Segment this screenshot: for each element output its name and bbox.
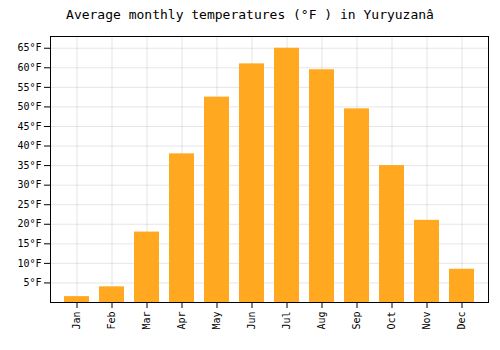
svg-text:65°F: 65°F bbox=[17, 42, 41, 53]
svg-text:45°F: 45°F bbox=[17, 121, 41, 132]
html-text:Average monthly temperatures (: Average monthly temperatures (°F ) in Yu… bbox=[66, 7, 434, 22]
svg-text:Sep: Sep bbox=[351, 312, 362, 330]
svg-text:20°F: 20°F bbox=[17, 218, 41, 229]
svg-text:Mar: Mar bbox=[141, 312, 152, 330]
svg-text:5°F: 5°F bbox=[23, 277, 41, 288]
svg-text:10°F: 10°F bbox=[17, 258, 41, 269]
svg-text:Aug: Aug bbox=[316, 312, 327, 330]
svg-text:Apr: Apr bbox=[176, 312, 187, 330]
svg-text:50°F: 50°F bbox=[17, 101, 41, 112]
svg-text:30°F: 30°F bbox=[17, 179, 41, 190]
svg-text:15°F: 15°F bbox=[17, 238, 41, 249]
svg-text:May: May bbox=[211, 312, 222, 330]
svg-text:25°F: 25°F bbox=[17, 199, 41, 210]
svg-text:Nov: Nov bbox=[421, 312, 432, 330]
svg-text:Jul: Jul bbox=[281, 312, 292, 330]
svg-text:Jun: Jun bbox=[246, 312, 257, 330]
svg-text:Feb: Feb bbox=[106, 312, 117, 330]
svg-text:55°F: 55°F bbox=[17, 82, 41, 93]
svg-text:Oct: Oct bbox=[386, 312, 397, 330]
svg-text:Dec: Dec bbox=[456, 312, 467, 330]
svg-text:35°F: 35°F bbox=[17, 160, 41, 171]
svg-text:40°F: 40°F bbox=[17, 140, 41, 151]
svg-text:Jan: Jan bbox=[71, 312, 82, 330]
svg-text:60°F: 60°F bbox=[17, 62, 41, 73]
